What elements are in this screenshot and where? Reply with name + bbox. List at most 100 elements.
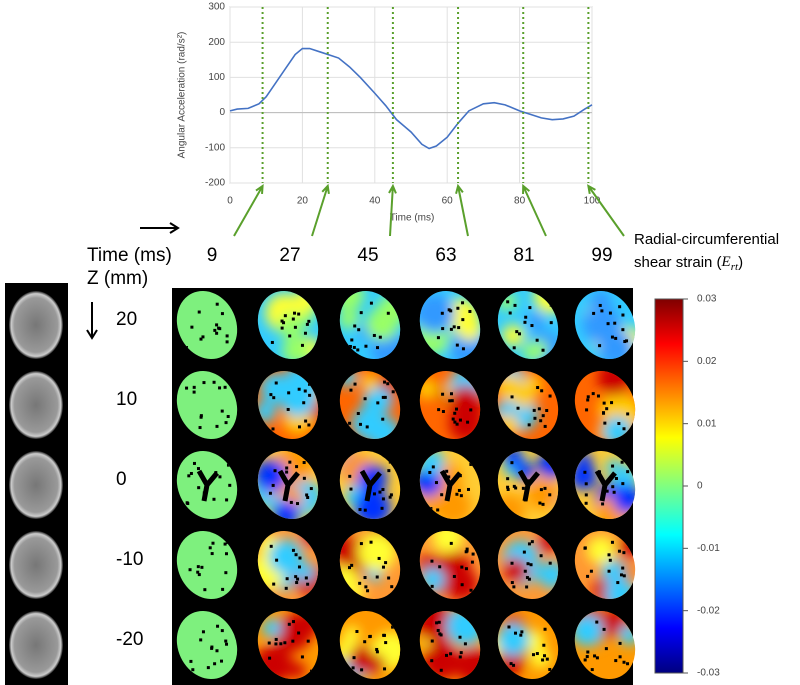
mask-hole — [213, 328, 217, 332]
mask-hole — [226, 463, 230, 467]
mask-hole — [185, 501, 189, 505]
mask-hole — [213, 662, 217, 666]
mask-hole — [519, 633, 523, 637]
mask-hole — [215, 302, 219, 306]
mask-hole — [387, 576, 391, 580]
mask-hole — [220, 629, 224, 633]
mask-hole — [548, 493, 552, 497]
ventricle — [277, 469, 300, 502]
mask-hole — [285, 577, 289, 581]
mask-hole — [391, 390, 395, 394]
mask-hole — [270, 340, 274, 344]
mask-hole — [225, 334, 229, 338]
mask-hole — [532, 408, 536, 412]
time-value: 63 — [435, 245, 456, 266]
mask-hole — [200, 565, 204, 569]
mask-hole — [541, 414, 545, 418]
strain-blob — [448, 385, 484, 421]
mask-hole — [228, 483, 232, 487]
mask-hole — [225, 340, 229, 344]
mask-hole — [304, 576, 308, 580]
mask-hole — [364, 344, 368, 348]
mask-hole — [192, 385, 196, 389]
mask-hole — [280, 326, 284, 330]
mask-hole — [458, 635, 462, 639]
mask-hole — [541, 348, 545, 352]
mask-hole — [523, 569, 527, 573]
strain-blob — [343, 626, 360, 643]
mask-hole — [378, 490, 382, 494]
mask-hole — [296, 577, 300, 581]
colorbar — [654, 298, 684, 674]
mask-hole — [626, 412, 630, 416]
colorbar-tick-label: 0.03 — [697, 294, 717, 305]
mask-hole — [430, 584, 434, 588]
mask-hole — [510, 461, 514, 465]
y-tick-label: 100 — [208, 72, 225, 83]
mask-hole — [284, 586, 288, 590]
mask-hole — [537, 407, 541, 411]
mask-hole — [586, 574, 590, 578]
mask-hole — [191, 668, 195, 672]
mask-hole — [543, 424, 547, 428]
mask-hole — [436, 628, 440, 632]
mask-hole — [291, 317, 295, 321]
mask-hole — [535, 338, 539, 342]
mask-hole — [376, 346, 380, 350]
mask-hole — [452, 325, 456, 329]
mask-hole — [388, 495, 392, 499]
time-value: 99 — [591, 245, 612, 266]
strain-blob — [496, 623, 530, 656]
mask-hole — [297, 387, 301, 391]
mask-hole — [350, 338, 354, 342]
strain-blob — [530, 648, 551, 669]
mask-hole — [466, 420, 470, 424]
strain-blob — [502, 324, 525, 347]
mask-hole — [447, 475, 451, 479]
mask-hole — [539, 488, 543, 492]
mask-hole — [224, 571, 228, 575]
time-arrow — [522, 183, 547, 237]
mask-hole — [512, 663, 516, 667]
colorbar-tick-label: -0.01 — [697, 543, 720, 554]
mask-hole — [461, 347, 465, 351]
mask-hole — [526, 562, 530, 566]
mask-hole — [307, 423, 311, 427]
mask-hole — [382, 633, 386, 637]
x-tick-label: 40 — [369, 196, 381, 207]
ventricle — [517, 469, 540, 502]
mask-hole — [302, 476, 306, 480]
strain-blobs — [412, 293, 490, 367]
mask-hole — [539, 554, 543, 558]
mask-hole — [208, 546, 212, 550]
mask-hole — [389, 493, 393, 497]
z-label: Z (mm) — [87, 268, 148, 289]
mask-hole — [548, 667, 552, 671]
strain-blob — [426, 638, 457, 670]
mask-hole — [583, 658, 587, 662]
time-value: 45 — [357, 245, 378, 266]
mask-hole — [608, 558, 612, 562]
time-arrow — [233, 184, 264, 237]
mask-hole — [621, 482, 625, 486]
mask-hole — [386, 311, 390, 315]
strain-blob — [268, 539, 303, 575]
x-tick-label: 0 — [227, 196, 233, 207]
time-arrow — [587, 184, 625, 237]
mask-hole — [466, 487, 470, 491]
strain-blob — [569, 462, 598, 491]
mask-hole — [224, 552, 228, 556]
mask-hole — [380, 506, 384, 510]
mask-hole — [288, 460, 292, 464]
mask-hole — [465, 547, 469, 551]
mask-hole — [607, 553, 611, 557]
mask-hole — [269, 544, 273, 548]
mask-hole — [197, 486, 201, 490]
colorbar-tick-label: 0.02 — [697, 356, 717, 367]
mask-hole — [622, 574, 626, 578]
mask-hole — [439, 668, 443, 672]
mask-hole — [359, 542, 363, 546]
mask-hole — [527, 542, 531, 546]
mask-hole — [305, 322, 309, 326]
time-arrow — [140, 222, 180, 234]
